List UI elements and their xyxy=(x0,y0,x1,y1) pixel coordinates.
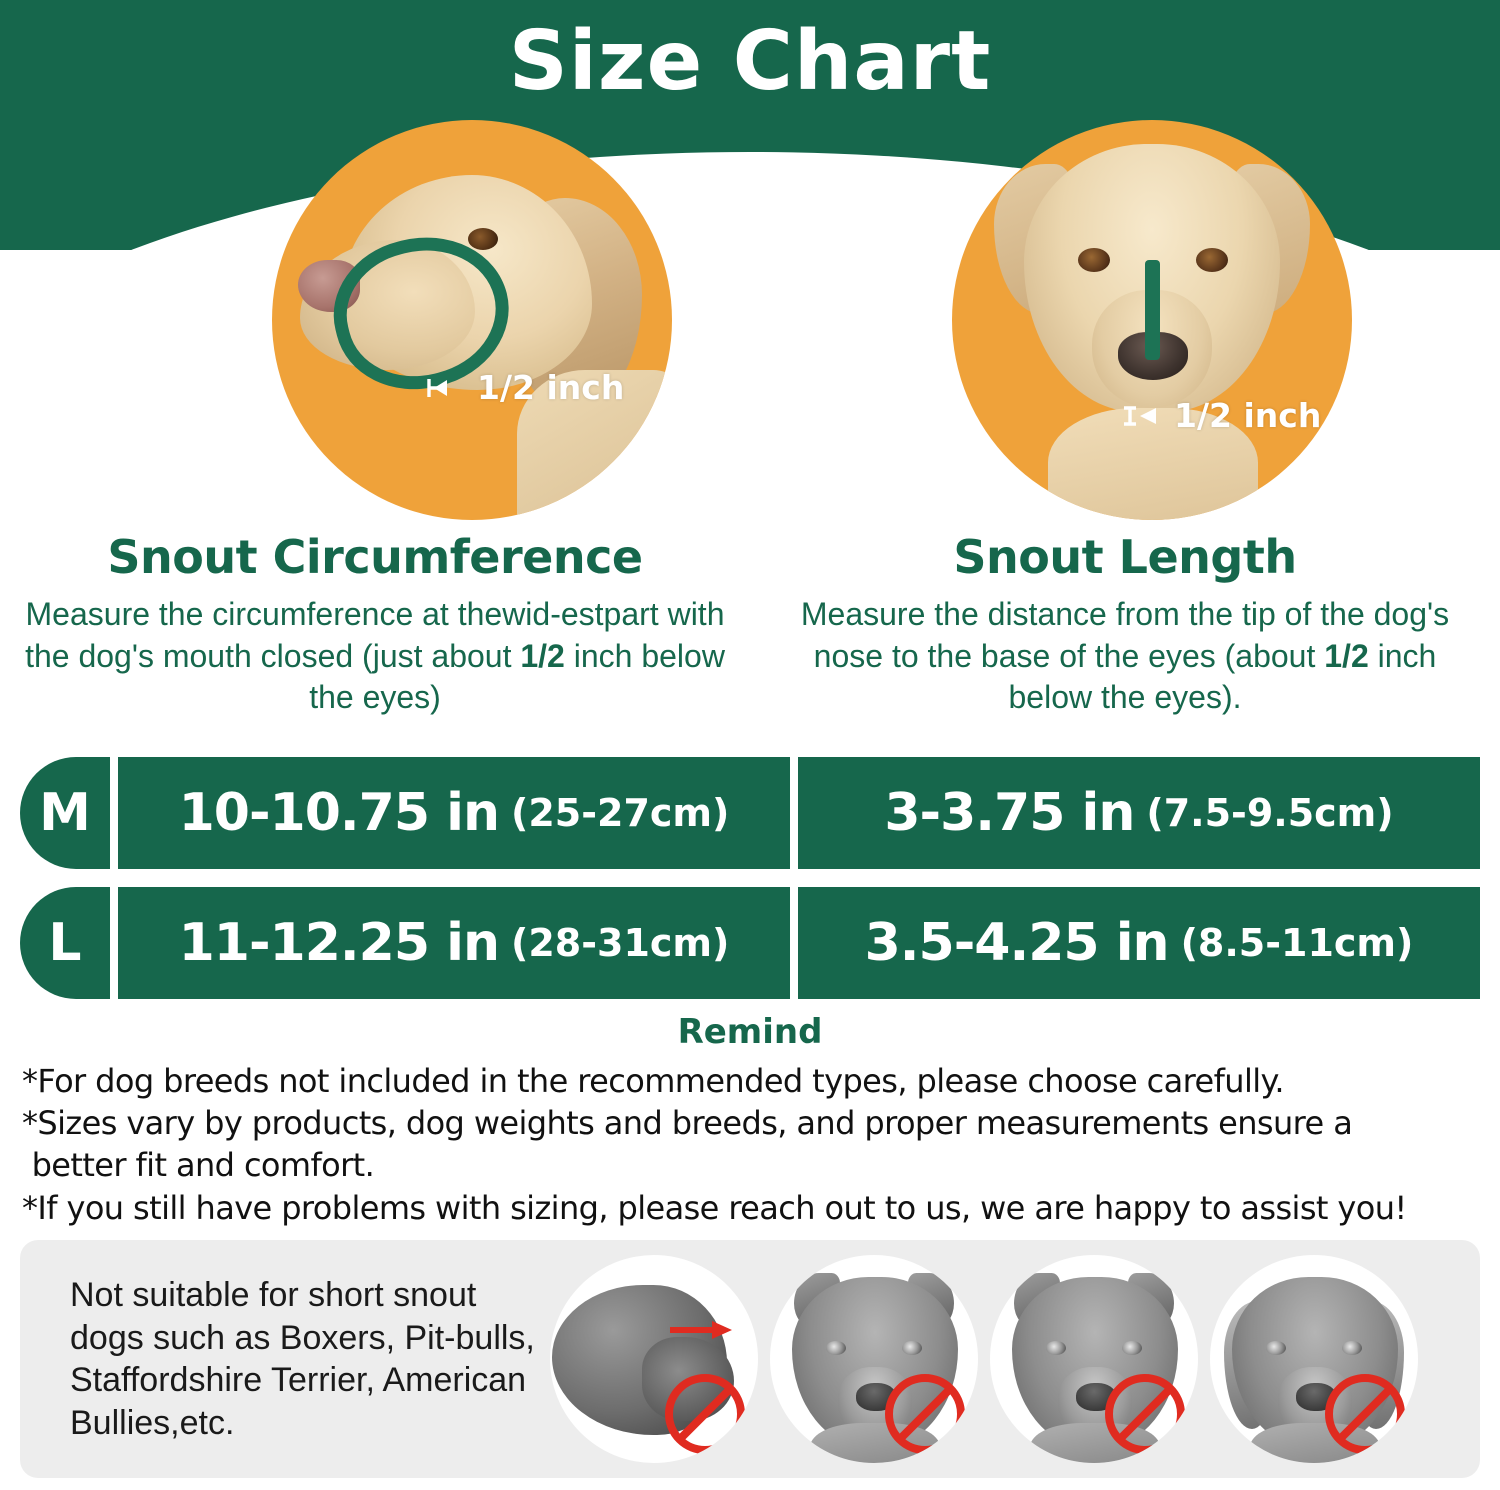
table-row: M 10-10.75 in (25-27cm) 3-3.75 in (7.5-9… xyxy=(20,757,1480,869)
dog-side-profile-icon xyxy=(272,120,672,520)
prohibition-icon xyxy=(885,1374,965,1454)
unsuitable-breeds-text: Not suitable for short snout dogs such a… xyxy=(70,1276,535,1442)
column-description: Measure the circumference at thewid-estp… xyxy=(22,594,728,719)
dog-eye-right-shape xyxy=(1196,248,1228,272)
desc-pre: Measure the circumference at thewid-estp… xyxy=(25,596,725,674)
snout-circumference-illustration xyxy=(272,120,672,520)
value-inches: 10-10.75 in xyxy=(178,783,500,843)
dog-chest-shape xyxy=(1048,408,1258,520)
prohibition-icon xyxy=(1325,1374,1405,1454)
desc-bold: 1/2 xyxy=(1324,637,1369,674)
cell-length-l: 3.5-4.25 in (8.5-11cm) xyxy=(798,887,1480,999)
dog-eye-left-shape xyxy=(1266,1341,1286,1355)
value-centimeters: (7.5-9.5cm) xyxy=(1146,791,1394,835)
dog-body-shape xyxy=(810,1423,940,1463)
desc-pre: Measure the distance from the tip of the… xyxy=(800,596,1450,674)
pitbull-front-photo xyxy=(770,1255,978,1463)
cell-length-m: 3-3.75 in (7.5-9.5cm) xyxy=(798,757,1480,869)
dog-nose-shape xyxy=(298,260,360,312)
unsuitable-breeds-photos xyxy=(550,1255,1480,1463)
measure-arrow-icon xyxy=(427,378,447,397)
desc-bold: 1/2 xyxy=(520,637,565,674)
remind-note: *For dog breeds not included in the reco… xyxy=(22,1062,1285,1100)
prohibition-icon xyxy=(665,1374,745,1454)
dog-photo-shape xyxy=(770,1255,978,1463)
right-measure-callout: 1/2 inch xyxy=(1122,396,1321,435)
column-title: Snout Circumference xyxy=(107,530,643,584)
remind-notes: *For dog breeds not included in the reco… xyxy=(0,1060,1500,1229)
measure-arrow-icon xyxy=(1124,405,1156,426)
desc-post: inch below the eyes) xyxy=(309,637,725,716)
table-row: L 11-12.25 in (28-31cm) 3.5-4.25 in (8.5… xyxy=(20,887,1480,999)
dog-photo-shape xyxy=(1210,1255,1418,1463)
value-centimeters: (28-31cm) xyxy=(510,921,730,965)
dog-neck-shape xyxy=(517,370,672,520)
cell-circumference-l: 11-12.25 in (28-31cm) xyxy=(118,887,790,999)
snout-length-illustration xyxy=(952,120,1352,520)
measurement-instructions: Snout Circumference Measure the circumfe… xyxy=(0,530,1500,719)
dog-eye-shape xyxy=(468,228,498,250)
remind-note: *If you still have problems with sizing,… xyxy=(22,1188,1407,1227)
value-centimeters: (8.5-11cm) xyxy=(1180,921,1414,965)
dog-body-shape xyxy=(1030,1423,1160,1463)
dog-photo-shape xyxy=(990,1255,1198,1463)
value-inches: 3-3.75 in xyxy=(884,783,1135,843)
snout-length-marker-icon xyxy=(1145,260,1160,360)
column-snout-length: Snout Length Measure the distance from t… xyxy=(750,530,1500,719)
column-description: Measure the distance from the tip of the… xyxy=(772,594,1478,719)
prohibition-icon xyxy=(1105,1374,1185,1454)
page-title: Size Chart xyxy=(508,14,992,109)
red-arrow-icon xyxy=(670,1321,732,1339)
remind-section: Remind *For dog breeds not included in t… xyxy=(0,1012,1500,1229)
value-centimeters: (25-27cm) xyxy=(510,791,730,835)
dog-eye-left-shape xyxy=(1078,248,1110,272)
column-snout-circumference: Snout Circumference Measure the circumfe… xyxy=(0,530,750,719)
dog-eye-left-shape xyxy=(1046,1341,1066,1355)
left-measure-callout: 1/2 inch xyxy=(425,368,624,407)
dog-photo-shape xyxy=(550,1255,758,1463)
cell-circumference-m: 10-10.75 in (25-27cm) xyxy=(118,757,790,869)
american-bully-front-photo xyxy=(990,1255,1198,1463)
dog-front-face-icon xyxy=(952,120,1352,520)
remind-note: *Sizes vary by products, dog weights and… xyxy=(22,1104,1353,1185)
illustration-row: 1/2 inch 1/2 inch xyxy=(0,120,1500,520)
cavalier-spaniel-front-photo xyxy=(1210,1255,1418,1463)
size-table: M 10-10.75 in (25-27cm) 3-3.75 in (7.5-9… xyxy=(20,757,1480,1017)
desc-post: inch below the eyes). xyxy=(1008,637,1437,716)
dog-eye-right-shape xyxy=(1342,1341,1362,1355)
remind-title: Remind xyxy=(677,1012,823,1052)
left-callout-label: 1/2 inch xyxy=(477,368,625,407)
dog-eye-left-shape xyxy=(826,1341,846,1355)
dog-eye-right-shape xyxy=(902,1341,922,1355)
right-callout-label: 1/2 inch xyxy=(1174,396,1322,435)
column-title: Snout Length xyxy=(953,530,1297,584)
dog-eye-right-shape xyxy=(1122,1341,1142,1355)
size-label-l: L xyxy=(20,887,110,999)
dog-body-shape xyxy=(1250,1423,1380,1463)
size-label-m: M xyxy=(20,757,110,869)
unsuitable-breeds-panel: Not suitable for short snout dogs such a… xyxy=(20,1240,1480,1478)
boxer-profile-photo xyxy=(550,1255,758,1463)
value-inches: 11-12.25 in xyxy=(178,913,500,973)
value-inches: 3.5-4.25 in xyxy=(864,913,1170,973)
